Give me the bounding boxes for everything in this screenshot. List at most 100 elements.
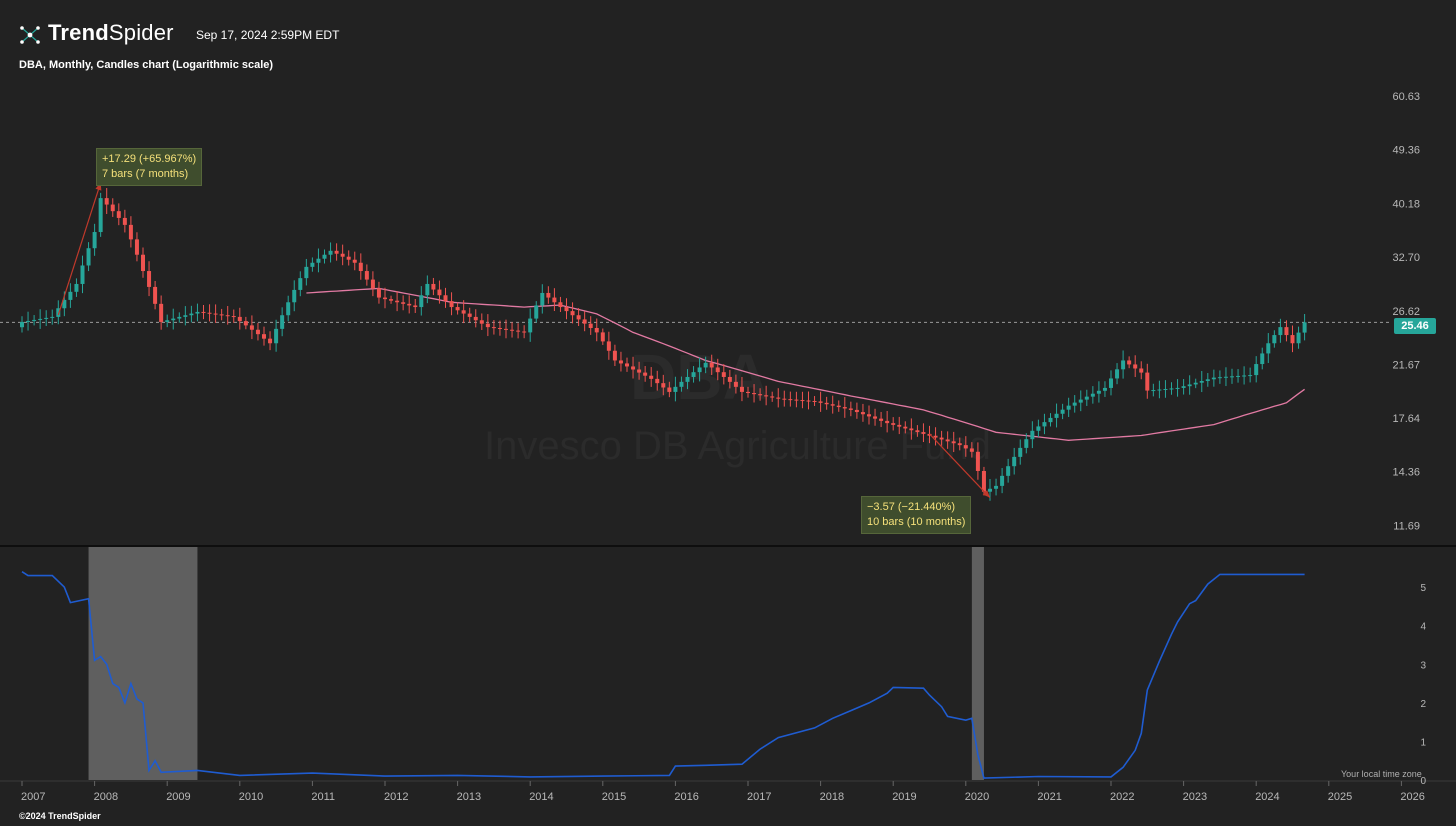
candle-body <box>310 262 315 267</box>
candle-body <box>1084 396 1089 400</box>
candle-body <box>1260 353 1265 365</box>
candle <box>1121 350 1126 379</box>
candle-body <box>1066 405 1071 410</box>
brand-name: TrendSpider <box>48 20 174 46</box>
candle-body <box>540 292 545 306</box>
candle <box>788 391 793 407</box>
last-price-badge: 25.46 <box>1394 318 1436 334</box>
candle <box>1236 369 1241 383</box>
candle-body <box>625 363 629 367</box>
candle-body <box>703 362 708 368</box>
candle <box>98 192 103 237</box>
candle-body <box>110 204 115 212</box>
measure-annotation-down[interactable]: −3.57 (−21.440%) 10 bars (10 months) <box>861 496 972 534</box>
candle <box>443 287 448 308</box>
candle-body <box>1163 388 1168 390</box>
candle <box>824 396 829 410</box>
lower-y-tick-label: 3 <box>1420 660 1426 671</box>
candle <box>1272 330 1277 348</box>
candle-body <box>909 428 914 431</box>
trendspider-logo-icon <box>20 26 40 44</box>
candle <box>280 307 285 337</box>
candle <box>564 298 569 320</box>
candle <box>637 361 642 380</box>
candle <box>1193 378 1198 389</box>
candle <box>159 295 164 330</box>
candle-body <box>56 308 61 317</box>
candle-body <box>461 310 466 314</box>
candle-body <box>570 311 575 316</box>
candle-body <box>927 433 932 436</box>
candle-body <box>358 262 363 272</box>
timestamp: Sep 17, 2024 2:59PM EDT <box>196 28 340 42</box>
candle-body <box>588 323 593 328</box>
candle <box>116 203 121 226</box>
candle-body <box>709 362 714 368</box>
candle <box>346 250 351 266</box>
candle-body <box>618 360 623 364</box>
candle-body <box>1199 381 1204 383</box>
candle <box>546 286 551 304</box>
candle-body <box>691 372 696 377</box>
candle-body <box>945 439 950 442</box>
candle-body <box>201 311 206 313</box>
candle-body <box>425 283 430 296</box>
candle-body <box>1024 439 1029 448</box>
candle-body <box>376 288 381 298</box>
candle-body <box>885 420 890 424</box>
candle-body <box>1054 413 1059 418</box>
candle-body <box>32 319 37 321</box>
candle-body <box>860 412 865 415</box>
candle-body <box>104 198 109 205</box>
candle <box>945 431 950 449</box>
candle-body <box>328 250 333 255</box>
candle <box>255 322 260 341</box>
candle-body <box>854 409 859 413</box>
candle <box>110 198 115 217</box>
measure-annotation-up[interactable]: +17.29 (+65.967%) 7 bars (7 months) <box>96 148 203 186</box>
candle <box>1139 361 1144 380</box>
brand-light: Spider <box>108 20 174 45</box>
candle <box>1163 380 1168 398</box>
candle <box>298 271 303 297</box>
y-tick-label: 17.64 <box>1392 413 1420 425</box>
candle-body <box>195 311 200 314</box>
candle-body <box>1266 343 1271 354</box>
candle <box>1042 413 1047 435</box>
candle-body <box>1242 375 1247 377</box>
candle-body <box>891 423 896 425</box>
candle <box>1145 363 1150 399</box>
candle-body <box>407 303 412 306</box>
candle-body <box>655 378 660 384</box>
x-tick-label: 2010 <box>239 791 263 803</box>
candle-body <box>225 315 230 317</box>
candle <box>237 307 242 330</box>
candle <box>606 331 611 360</box>
candle <box>189 305 194 323</box>
candle-body <box>92 232 97 249</box>
candle-body <box>981 470 986 492</box>
candle-body <box>153 286 158 304</box>
candle-body <box>62 299 67 309</box>
candle-body <box>1175 387 1180 389</box>
candle <box>951 431 956 453</box>
candle <box>171 308 176 330</box>
candle <box>1090 386 1095 404</box>
candle-body <box>1145 372 1150 391</box>
candle-body <box>304 266 309 279</box>
candle <box>534 301 539 323</box>
candle <box>44 310 49 327</box>
candle <box>873 408 878 426</box>
candle <box>915 425 920 437</box>
y-tick-label: 14.36 <box>1392 467 1420 479</box>
candle <box>921 423 926 443</box>
candle <box>721 364 726 385</box>
candle <box>903 421 908 434</box>
candle <box>1175 379 1180 397</box>
candle <box>957 437 962 451</box>
candle-body <box>322 254 327 259</box>
x-tick-label: 2009 <box>166 791 190 803</box>
candle <box>752 384 757 403</box>
annotation-change: +17.29 (+65.967%) <box>102 153 197 165</box>
